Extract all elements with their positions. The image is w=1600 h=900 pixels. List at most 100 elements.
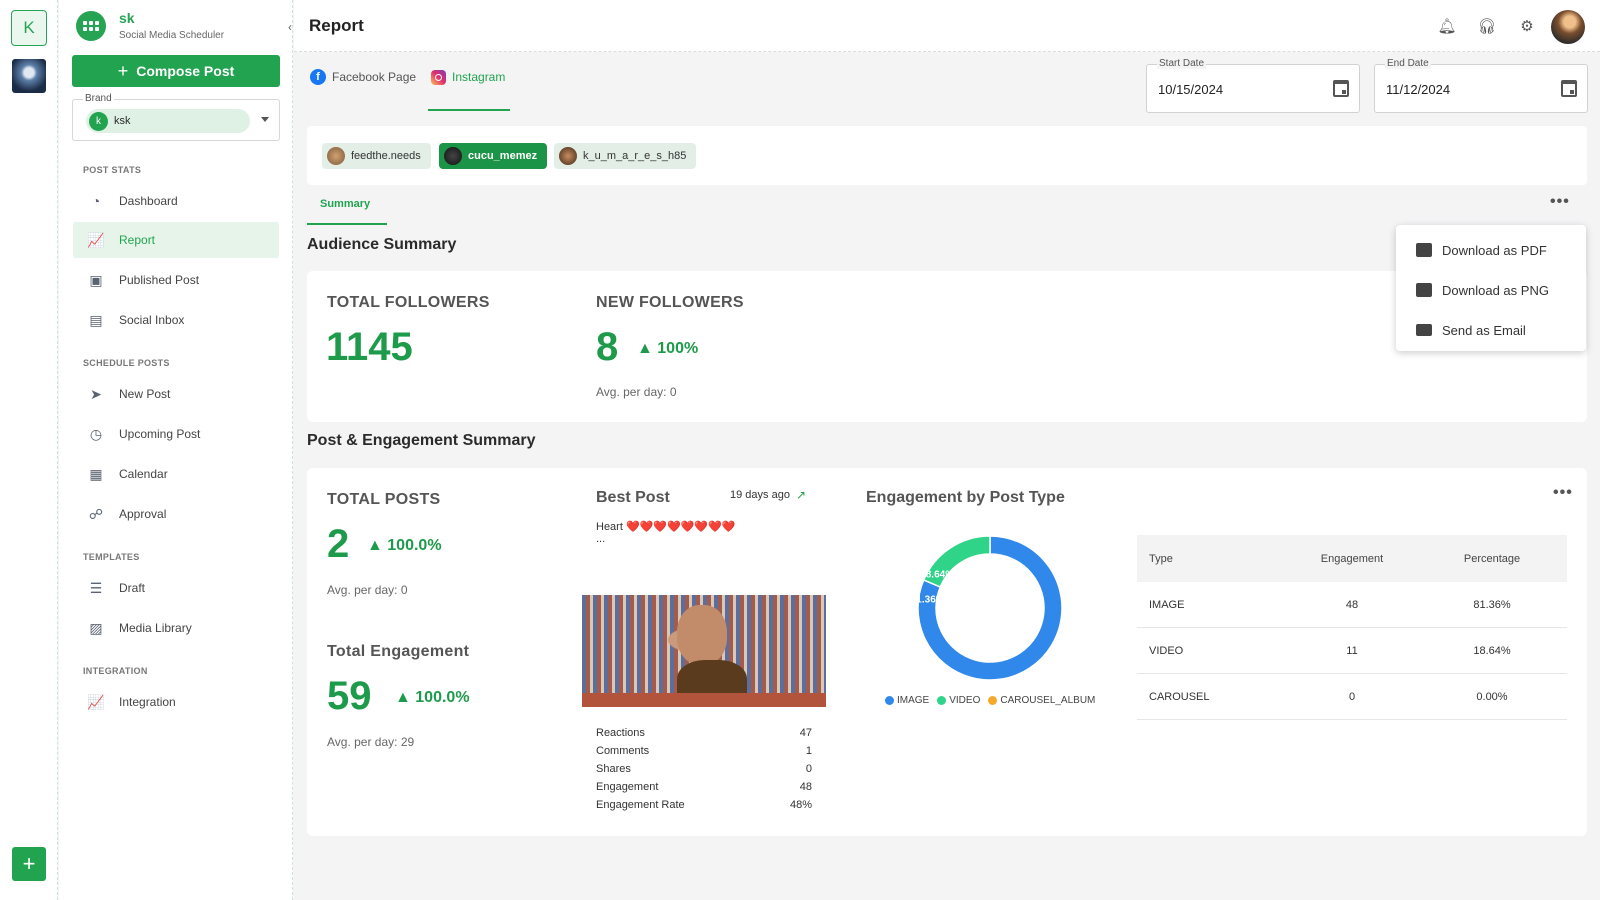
gear-icon[interactable]: ⚙ <box>1520 18 1534 35</box>
column-header: Percentage <box>1463 552 1521 565</box>
table-cell: 81.36% <box>1473 598 1511 611</box>
sidebar-item-calendar[interactable]: ▦ Calendar <box>73 456 279 492</box>
new-followers-avg: Avg. per day: 0 <box>596 385 677 399</box>
send-email-menu-item[interactable]: Send as Email <box>1416 320 1526 340</box>
stat-label: Reactions <box>596 727 645 739</box>
table-cell: VIDEO <box>1149 644 1184 657</box>
audience-summary-title: Audience Summary <box>307 236 457 253</box>
workspace-k-button[interactable]: K <box>11 10 47 46</box>
external-link-icon[interactable]: ↗ <box>795 488 806 502</box>
table-header: Type Engagement Percentage <box>1137 535 1567 582</box>
start-date-value: 10/15/2024 <box>1158 82 1224 97</box>
brand-select[interactable]: Brand k ksk <box>72 93 280 141</box>
sidebar-item-new-post[interactable]: ➤ New Post <box>73 376 279 412</box>
legend-swatch <box>937 696 947 705</box>
photo-bench <box>582 693 826 707</box>
tab-facebook-page[interactable]: f Facebook Page <box>310 67 416 87</box>
top-header: Report 🔔︎ 🎧︎ ⚙ <box>294 0 1600 52</box>
legend-label: CAROUSEL_ALBUM <box>1000 695 1096 706</box>
best-post-image[interactable] <box>582 595 826 707</box>
app-logo-icon <box>76 11 106 41</box>
calendar-icon: ▦ <box>89 465 103 482</box>
bell-icon[interactable]: 🔔︎ <box>1437 18 1457 35</box>
sidebar-item-draft[interactable]: ☰ Draft <box>73 570 279 606</box>
total-followers-value: 1145 <box>326 325 413 369</box>
compose-post-label: Compose Post <box>136 63 235 79</box>
sidebar-item-label: Integration <box>119 695 176 709</box>
download-png-menu-item[interactable]: Download as PNG <box>1416 280 1549 300</box>
tab-facebook-label: Facebook Page <box>332 70 417 84</box>
headset-icon[interactable]: 🎧︎ <box>1477 18 1497 35</box>
account-name: k_u_m_a_r_e_s_h85 <box>583 150 687 162</box>
add-workspace-button[interactable]: + <box>12 847 46 881</box>
tab-active-indicator <box>307 223 387 225</box>
stat-label: Comments <box>596 745 650 757</box>
account-chip-kumaresh[interactable]: k_u_m_a_r_e_s_h85 <box>554 143 697 169</box>
calendar-icon[interactable] <box>1561 80 1577 97</box>
sidebar: sk Social Media Scheduler <box>59 0 293 900</box>
end-date-field[interactable]: End Date 11/12/2024 <box>1374 58 1588 113</box>
sidebar-item-label: New Post <box>119 387 171 401</box>
clock-icon: ◷ <box>89 425 103 442</box>
account-chip-feedthe-needs[interactable]: feedthe.needs <box>322 143 431 169</box>
best-post-caption-more: ... <box>596 533 606 545</box>
start-date-label: Start Date <box>1157 58 1207 69</box>
collapse-sidebar-icon[interactable]: ‹ <box>288 20 292 34</box>
sidebar-item-published-post[interactable]: ▣ Published Post <box>73 262 279 298</box>
best-post-caption: Heart ❤️❤️❤️❤️❤️❤️❤️❤️... <box>596 520 736 545</box>
brand-chip: k ksk <box>86 109 250 133</box>
tab-summary[interactable]: Summary <box>320 198 371 210</box>
best-post-stat-row: Reactions 47 <box>596 727 812 739</box>
table-cell: CAROUSEL <box>1149 690 1210 703</box>
sidebar-item-label: Published Post <box>119 273 200 287</box>
stat-value: 0 <box>805 763 812 775</box>
legend-item-carousel[interactable]: CAROUSEL_ALBUM <box>988 695 1095 706</box>
account-avatar <box>444 147 462 165</box>
total-engagement-avg: Avg. per day: 29 <box>327 735 415 749</box>
sidebar-item-dashboard[interactable]: ◔ Dashboard <box>73 183 279 219</box>
stat-value: 47 <box>799 727 812 739</box>
page-title: Report <box>309 16 364 35</box>
table-cell: IMAGE <box>1149 598 1185 611</box>
legend-item-video[interactable]: VIDEO <box>937 695 980 706</box>
tab-instagram[interactable]: Instagram <box>431 67 505 87</box>
sidebar-item-label: Media Library <box>119 621 192 635</box>
section-templates: TEMPLATES <box>83 552 140 562</box>
start-date-field[interactable]: Start Date 10/15/2024 <box>1146 58 1360 113</box>
sidebar-item-approval[interactable]: ☍ Approval <box>73 496 279 532</box>
chevron-down-icon[interactable] <box>261 117 269 122</box>
donut-slice-video[interactable] <box>922 535 991 588</box>
sidebar-item-media-library[interactable]: ▨ Media Library <box>73 610 279 646</box>
photo-face <box>677 605 727 665</box>
sidebar-item-social-inbox[interactable]: ▤ Social Inbox <box>73 302 279 338</box>
chart-more-options-icon[interactable]: ••• <box>1553 484 1573 501</box>
sidebar-item-upcoming-post[interactable]: ◷ Upcoming Post <box>73 416 279 452</box>
donut-slice-image[interactable] <box>917 535 1063 681</box>
legend-item-image[interactable]: IMAGE <box>885 695 929 706</box>
inbox-icon: ▤ <box>89 311 103 328</box>
workspace-rail: K + <box>0 0 58 900</box>
best-post-ago: 19 days ago ↗ <box>730 488 806 502</box>
brand-label: Brand <box>83 93 114 104</box>
table-row: VIDEO 11 18.64% <box>1137 628 1567 674</box>
total-engagement-change: ▲ 100.0% <box>395 689 470 706</box>
approval-icon: ☍ <box>88 505 104 522</box>
compose-post-button[interactable]: + Compose Post <box>72 55 280 87</box>
section-integration: INTEGRATION <box>83 666 148 676</box>
user-avatar[interactable] <box>1551 10 1585 44</box>
sidebar-item-report[interactable]: 📈 Report <box>73 222 279 258</box>
stat-label: Engagement <box>596 781 659 793</box>
workspace-avatar[interactable] <box>12 59 46 93</box>
account-chip-cucu-memez[interactable]: cucu_memez <box>439 143 548 169</box>
more-options-icon[interactable]: ••• <box>1550 193 1570 210</box>
table-row: IMAGE 48 81.36% <box>1137 582 1567 628</box>
calendar-icon[interactable] <box>1333 80 1349 97</box>
engagement-donut-chart: 81.36% 18.64% <box>911 535 1063 681</box>
chart-legend: IMAGE VIDEO CAROUSEL_ALBUM <box>885 695 1095 706</box>
table-cell: 48 <box>1345 598 1359 611</box>
accounts-bar: feedthe.needs cucu_memez k_u_m_a_r_e_s_h… <box>307 126 1587 185</box>
download-pdf-menu-item[interactable]: Download as PDF <box>1416 240 1547 260</box>
stat-value: 48% <box>789 799 812 811</box>
sidebar-item-integration[interactable]: 📈 Integration <box>73 684 279 720</box>
sidebar-item-label: Social Inbox <box>119 313 185 327</box>
